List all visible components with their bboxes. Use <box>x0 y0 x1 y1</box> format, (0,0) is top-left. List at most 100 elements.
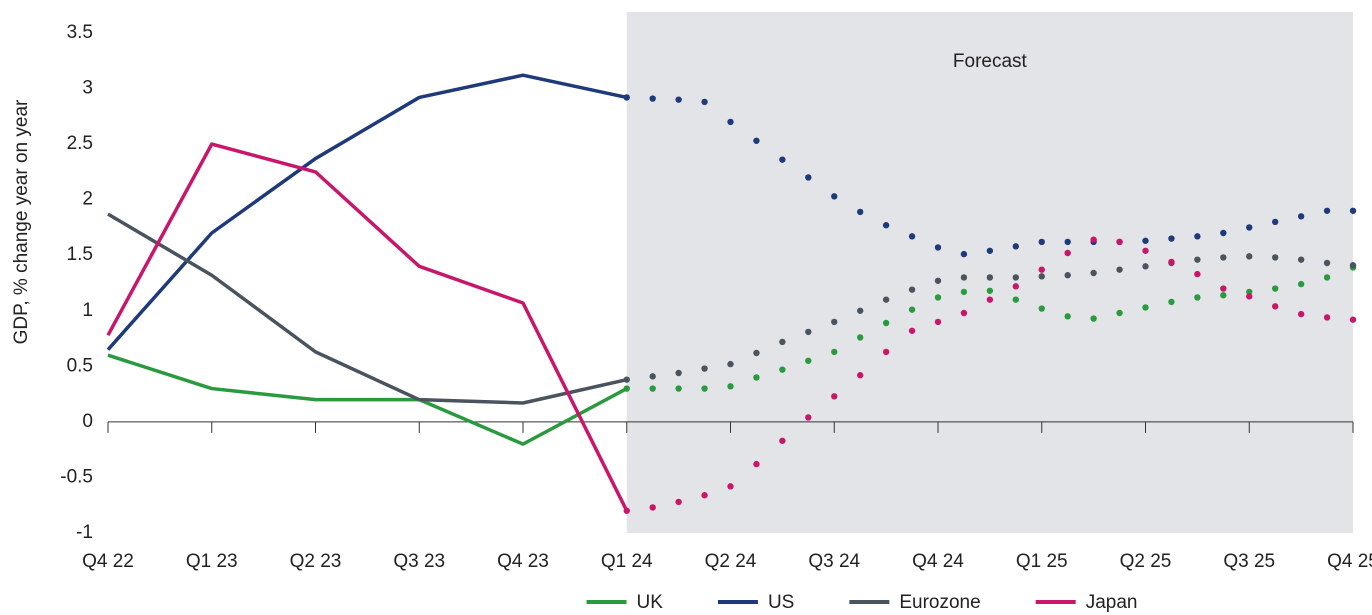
forecast-dot <box>701 98 708 106</box>
x-tick-label: Q4 23 <box>497 551 549 572</box>
forecast-dot <box>1220 229 1227 237</box>
forecast-dot <box>960 250 968 258</box>
forecast-dot <box>623 376 630 383</box>
forecast-dot <box>1038 238 1045 246</box>
forecast-dot <box>908 306 916 313</box>
legend-label: US <box>768 592 794 613</box>
legend-label: Japan <box>1086 592 1138 613</box>
forecast-dot <box>623 94 630 101</box>
forecast-dot <box>1090 236 1097 243</box>
forecast-dot <box>1142 304 1149 311</box>
y-tick-label: 2 <box>82 189 93 210</box>
forecast-dot <box>1038 305 1045 312</box>
forecast-dot <box>934 277 942 284</box>
forecast-dot <box>960 274 968 281</box>
forecast-dot <box>1194 233 1201 240</box>
forecast-dot <box>1064 238 1071 246</box>
series-line <box>106 73 628 351</box>
forecast-dot <box>960 288 968 296</box>
forecast-dot <box>882 222 890 229</box>
x-tick-label: Q4 24 <box>912 551 964 572</box>
x-tick-label: Q2 24 <box>705 551 757 572</box>
forecast-dot <box>856 334 864 341</box>
y-tick-label: 0 <box>82 411 93 432</box>
forecast-dot <box>1090 269 1097 277</box>
forecast-dot <box>1168 235 1175 242</box>
forecast-dot <box>986 296 994 303</box>
forecast-dot <box>753 374 760 381</box>
forecast-dot <box>1168 298 1175 306</box>
y-tick-label: 3 <box>82 78 93 99</box>
forecast-dot <box>805 414 812 421</box>
legend-label: UK <box>637 592 664 613</box>
forecast-dot <box>649 504 656 511</box>
forecast-dot <box>805 357 812 364</box>
forecast-dot <box>882 348 890 356</box>
forecast-dot <box>1064 272 1071 279</box>
series-line <box>106 142 629 512</box>
forecast-dot <box>1064 249 1071 257</box>
forecast-dot <box>882 296 890 303</box>
forecast-dot <box>986 274 994 281</box>
forecast-dot <box>727 360 734 368</box>
forecast-dot <box>1323 259 1331 267</box>
forecast-dot <box>649 373 656 380</box>
forecast-dot <box>1142 263 1149 270</box>
forecast-dot <box>1194 256 1201 263</box>
forecast-dot <box>1323 207 1331 214</box>
y-tick-label: 1.5 <box>67 244 93 265</box>
forecast-dot <box>1038 273 1045 280</box>
legend-label: Eurozone <box>899 592 980 613</box>
forecast-dot <box>960 309 968 317</box>
forecast-dot <box>856 208 864 216</box>
forecast-dot <box>779 437 786 444</box>
y-tick-label: 0.5 <box>67 355 93 376</box>
x-tick-label: Q3 23 <box>393 551 445 572</box>
forecast-dot <box>1349 207 1357 214</box>
forecast-dot <box>727 383 734 390</box>
forecast-dot <box>1116 238 1123 246</box>
forecast-dot <box>908 286 916 293</box>
forecast-label: Forecast <box>953 51 1028 72</box>
forecast-dot <box>1246 253 1253 260</box>
forecast-dot <box>1297 280 1305 288</box>
forecast-dot <box>831 193 838 200</box>
forecast-dot <box>649 385 656 392</box>
forecast-dot <box>701 385 708 392</box>
forecast-dot <box>1323 274 1331 281</box>
forecast-dot <box>623 507 630 514</box>
forecast-dot <box>1168 258 1175 266</box>
y-tick-label: -1 <box>76 522 93 543</box>
forecast-dot <box>1142 247 1149 254</box>
forecast-dot <box>1064 313 1071 320</box>
forecast-dot <box>934 244 942 251</box>
y-tick-label: 1 <box>82 300 93 321</box>
forecast-dot <box>675 369 682 377</box>
forecast-dot <box>1012 243 1020 250</box>
forecast-dot <box>1194 270 1201 278</box>
x-tick-label: Q3 24 <box>808 551 860 572</box>
forecast-dot <box>1297 256 1305 263</box>
forecast-dot <box>805 328 812 336</box>
forecast-dot <box>1090 315 1097 322</box>
forecast-dot <box>727 483 734 490</box>
forecast-dot <box>856 307 864 314</box>
forecast-dot <box>882 319 890 327</box>
forecast-dot <box>1194 294 1201 301</box>
forecast-dot <box>1220 292 1227 299</box>
forecast-dot <box>908 327 916 334</box>
forecast-dot <box>779 338 786 346</box>
x-tick-label: Q2 23 <box>290 551 342 572</box>
forecast-dot <box>1012 296 1020 303</box>
forecast-dot <box>1297 310 1305 318</box>
forecast-dot <box>675 385 682 392</box>
forecast-dot <box>934 318 942 326</box>
legend: UK US Eurozone Japan <box>586 592 1138 613</box>
forecast-dot <box>1349 262 1357 269</box>
forecast-dot <box>649 95 656 102</box>
forecast-dot <box>727 118 734 126</box>
series-line <box>107 353 628 446</box>
forecast-dot <box>1323 314 1331 321</box>
